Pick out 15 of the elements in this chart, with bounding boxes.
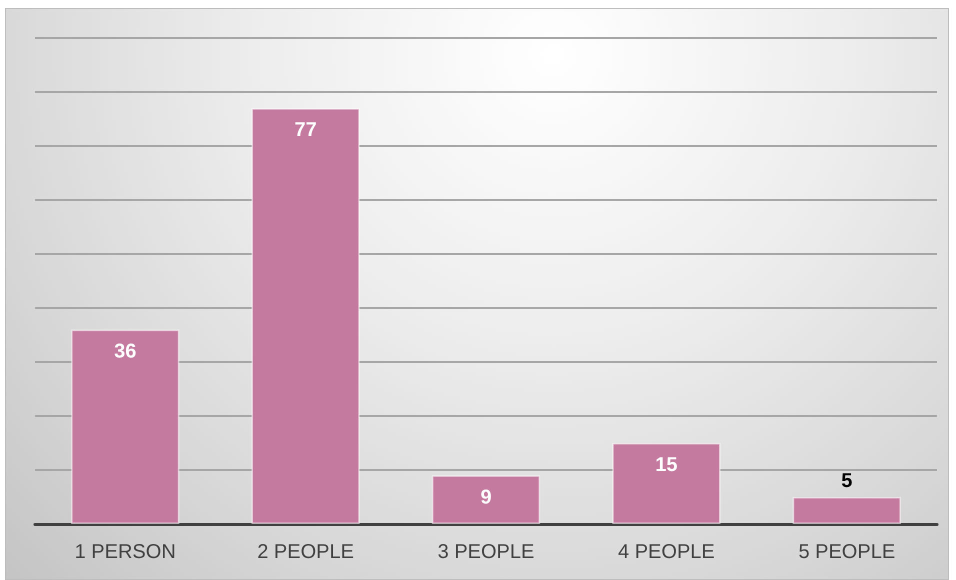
bar [792,497,901,524]
x-tick-label: 4 PEOPLE [618,541,715,563]
x-tick-label: 3 PEOPLE [438,541,534,563]
x-tick-label: 1 PERSON [74,541,176,563]
x-tick-label: 5 PEOPLE [798,541,896,563]
data-label: 5 [841,470,852,492]
data-label: 15 [655,454,678,476]
data-label: 9 [480,486,492,508]
x-tick-label: 2 PEOPLE [257,541,354,563]
bar [251,108,360,524]
data-label: 77 [294,119,317,142]
bar [432,475,540,524]
bar [71,330,180,524]
data-label: 36 [114,340,136,363]
bar [612,443,721,524]
